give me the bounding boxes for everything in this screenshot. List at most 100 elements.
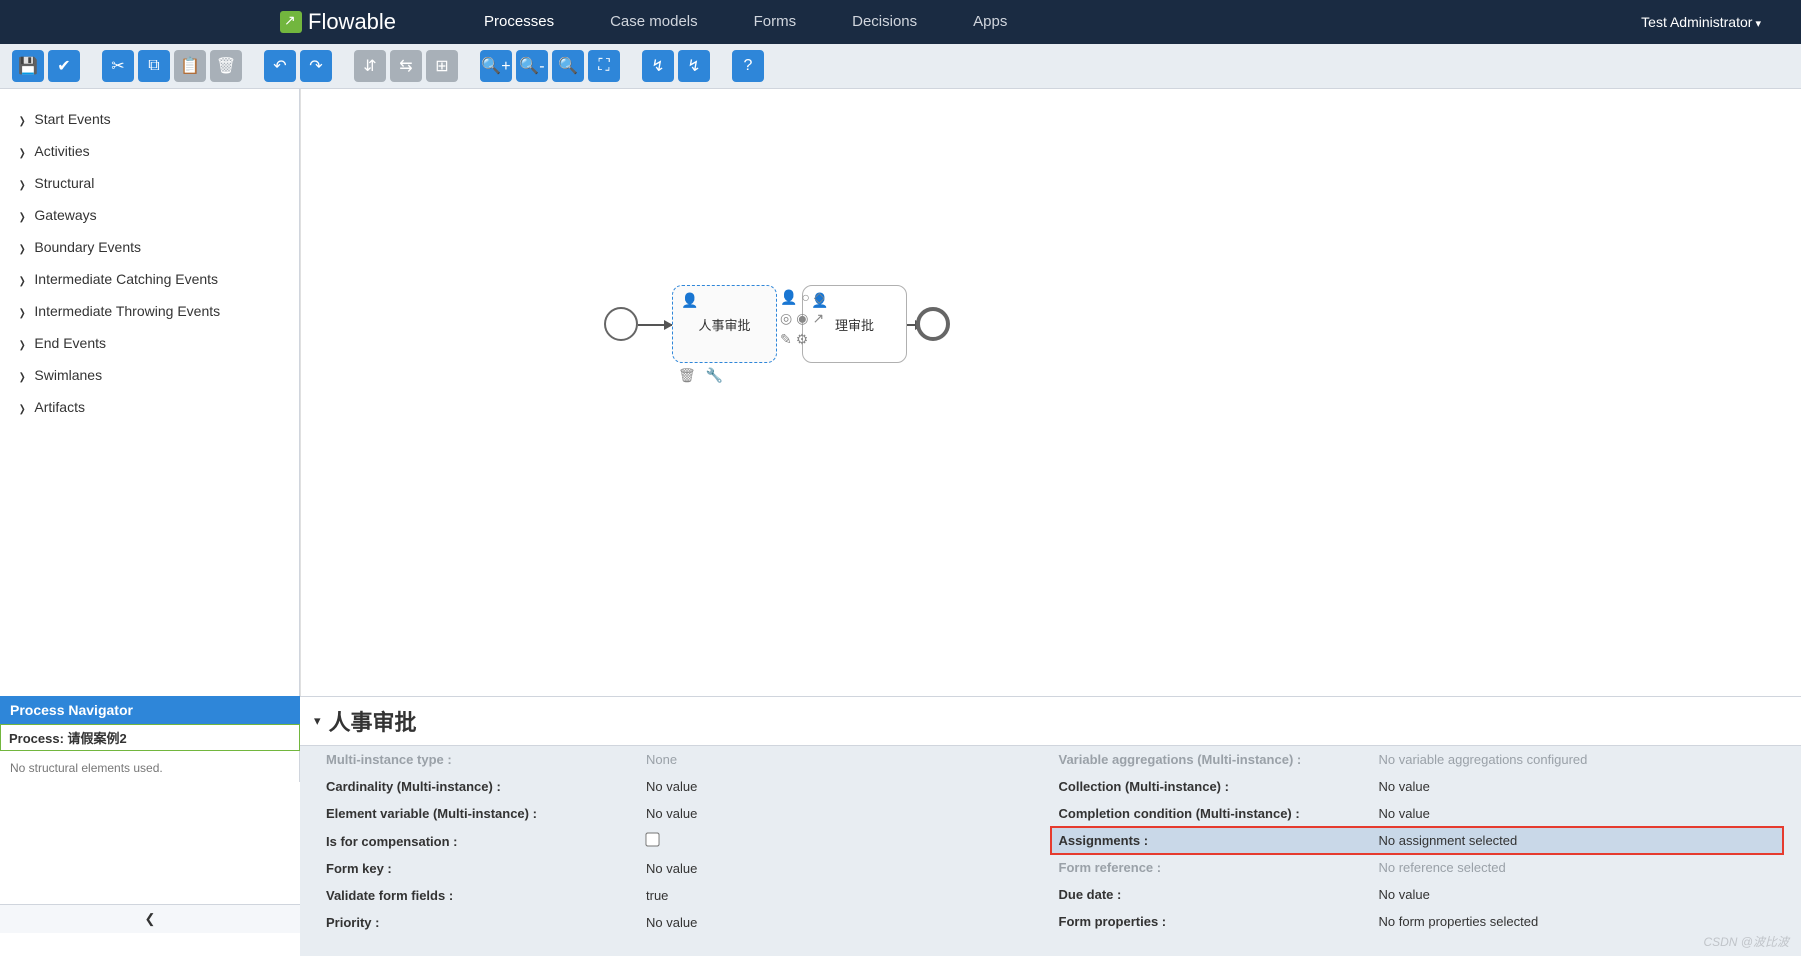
zoom-in-icon[interactable]: 🔍+ <box>480 50 512 82</box>
prop-validate-form-fields-[interactable]: Validate form fields :true <box>318 882 1051 909</box>
delete-icon[interactable]: 🗑 <box>210 50 242 82</box>
start-event[interactable] <box>604 307 638 341</box>
bend-remove-icon[interactable]: ↯ <box>678 50 710 82</box>
prop-label: Validate form fields : <box>326 888 646 903</box>
task-tool-0[interactable]: 🗑 <box>678 367 696 384</box>
prop-collection-multi-instance-[interactable]: Collection (Multi-instance) :No value <box>1051 773 1784 800</box>
prop-form-reference-[interactable]: Form reference :No reference selected <box>1051 854 1784 881</box>
align-h-icon[interactable]: ⇆ <box>390 50 422 82</box>
prop-form-properties-[interactable]: Form properties :No form properties sele… <box>1051 908 1784 935</box>
user-icon: 👤 <box>681 292 698 309</box>
prop-label: Completion condition (Multi-instance) : <box>1059 806 1379 821</box>
prop-is-for-compensation-[interactable]: Is for compensation : <box>318 827 1051 855</box>
undo-icon[interactable]: ↶ <box>264 50 296 82</box>
bend-add-icon[interactable]: ↯ <box>642 50 674 82</box>
brand-text: Flowable <box>308 9 396 35</box>
user-menu[interactable]: Test Administrator <box>1641 14 1761 30</box>
prop-value <box>646 833 659 849</box>
sequence-flow-1[interactable] <box>638 324 672 326</box>
prop-value: No assignment selected <box>1379 833 1518 848</box>
prop-value: No value <box>646 806 697 821</box>
palette-end-events[interactable]: End Events <box>0 327 299 359</box>
palette-intermediate-catching-events[interactable]: Intermediate Catching Events <box>0 263 299 295</box>
palette-boundary-events[interactable]: Boundary Events <box>0 231 299 263</box>
navigator-note: No structural elements used. <box>0 751 300 785</box>
context-icon-5[interactable]: ↗ <box>812 310 824 327</box>
cut-icon[interactable]: ✂ <box>102 50 134 82</box>
context-icon-4[interactable]: ◉ <box>796 310 808 327</box>
prop-due-date-[interactable]: Due date :No value <box>1051 881 1784 908</box>
prop-value: None <box>646 752 677 767</box>
palette-sidebar: Start EventsActivitiesStructuralGateways… <box>0 89 300 782</box>
task-label: 人事审批 <box>698 315 750 334</box>
palette-gateways[interactable]: Gateways <box>0 199 299 231</box>
prop-value: No value <box>646 861 697 876</box>
properties-panel: ▾ 人事审批 Multi-instance type :NoneCardinal… <box>300 696 1801 956</box>
prop-element-variable-multi-instance-[interactable]: Element variable (Multi-instance) :No va… <box>318 800 1051 827</box>
prop-label: Priority : <box>326 915 646 930</box>
save-icon[interactable]: 💾 <box>12 50 44 82</box>
palette-intermediate-throwing-events[interactable]: Intermediate Throwing Events <box>0 295 299 327</box>
prop-cardinality-multi-instance-[interactable]: Cardinality (Multi-instance) :No value <box>318 773 1051 800</box>
checkbox[interactable] <box>645 832 659 846</box>
copy-icon[interactable]: ⧉ <box>138 50 170 82</box>
palette-start-events[interactable]: Start Events <box>0 103 299 135</box>
context-icon-3[interactable]: ◎ <box>780 310 792 327</box>
task-label: 理审批 <box>835 315 874 334</box>
prop-value: No value <box>646 915 697 930</box>
context-icon-0[interactable]: 👤 <box>780 289 797 306</box>
properties-header[interactable]: ▾ 人事审批 <box>300 697 1801 746</box>
properties-title: 人事审批 <box>329 705 417 737</box>
prop-label: Collection (Multi-instance) : <box>1059 779 1379 794</box>
prop-label: Multi-instance type : <box>326 752 646 767</box>
check-icon[interactable]: ✔ <box>48 50 80 82</box>
end-event[interactable] <box>916 307 950 341</box>
palette-swimlanes[interactable]: Swimlanes <box>0 359 299 391</box>
prop-form-key-[interactable]: Form key :No value <box>318 855 1051 882</box>
palette-artifacts[interactable]: Artifacts <box>0 391 299 423</box>
nav-decisions[interactable]: Decisions <box>824 0 945 44</box>
logo-icon <box>280 11 302 33</box>
prop-label: Is for compensation : <box>326 834 646 849</box>
nav-apps[interactable]: Apps <box>945 0 1035 44</box>
prop-variable-aggregations-multi-instance-[interactable]: Variable aggregations (Multi-instance) :… <box>1051 746 1784 773</box>
process-navigator: Process Navigator Process: 请假案例2 No stru… <box>0 696 300 785</box>
navigator-process[interactable]: Process: 请假案例2 <box>0 724 300 751</box>
redo-icon[interactable]: ↷ <box>300 50 332 82</box>
align-v-icon[interactable]: ⇵ <box>354 50 386 82</box>
context-icon-2[interactable]: ◇ <box>814 289 825 306</box>
zoom-reset-icon[interactable]: ⛶ <box>588 50 620 82</box>
chevron-down-icon: ▾ <box>314 713 321 729</box>
prop-label: Form key : <box>326 861 646 876</box>
prop-multi-instance-type-[interactable]: Multi-instance type :None <box>318 746 1051 773</box>
prop-completion-condition-multi-instance-[interactable]: Completion condition (Multi-instance) :N… <box>1051 800 1784 827</box>
user-task-1[interactable]: 👤人事审批 <box>672 285 777 363</box>
nav-forms[interactable]: Forms <box>726 0 825 44</box>
prop-priority-[interactable]: Priority :No value <box>318 909 1051 936</box>
prop-label: Assignments : <box>1059 833 1379 848</box>
prop-assignments-[interactable]: Assignments :No assignment selected <box>1051 827 1784 854</box>
context-icon-1[interactable]: ○ <box>801 289 809 306</box>
distribute-icon[interactable]: ⊞ <box>426 50 458 82</box>
context-icon-6[interactable]: ✎ <box>780 331 792 348</box>
task-tool-1[interactable]: 🔧 <box>706 367 723 384</box>
main-nav: ProcessesCase modelsFormsDecisionsApps <box>456 0 1035 44</box>
palette-activities[interactable]: Activities <box>0 135 299 167</box>
nav-case-models[interactable]: Case models <box>582 0 726 44</box>
toolbar: 💾✔ ✂⧉📋🗑 ↶↷ ⇵⇆⊞ 🔍+🔍-🔍⛶ ↯↯? <box>0 44 1801 89</box>
zoom-out-icon[interactable]: 🔍- <box>516 50 548 82</box>
context-icon-7[interactable]: ⚙ <box>796 331 809 348</box>
canvas[interactable]: 👤人事审批👤理审批👤○◇◎◉↗✎⚙🗑🔧 <box>300 89 1801 782</box>
prop-value: No value <box>1379 806 1430 821</box>
nav-processes[interactable]: Processes <box>456 0 582 44</box>
prop-value: No reference selected <box>1379 860 1506 875</box>
palette-structural[interactable]: Structural <box>0 167 299 199</box>
prop-value: No value <box>1379 887 1430 902</box>
prop-value: No form properties selected <box>1379 914 1539 929</box>
sidebar-collapse[interactable]: ❮ <box>0 904 300 933</box>
properties-col-left: Multi-instance type :NoneCardinality (Mu… <box>318 746 1051 936</box>
help-icon[interactable]: ? <box>732 50 764 82</box>
task-tools: 🗑🔧 <box>678 367 723 384</box>
zoom-fit-icon[interactable]: 🔍 <box>552 50 584 82</box>
paste-icon[interactable]: 📋 <box>174 50 206 82</box>
